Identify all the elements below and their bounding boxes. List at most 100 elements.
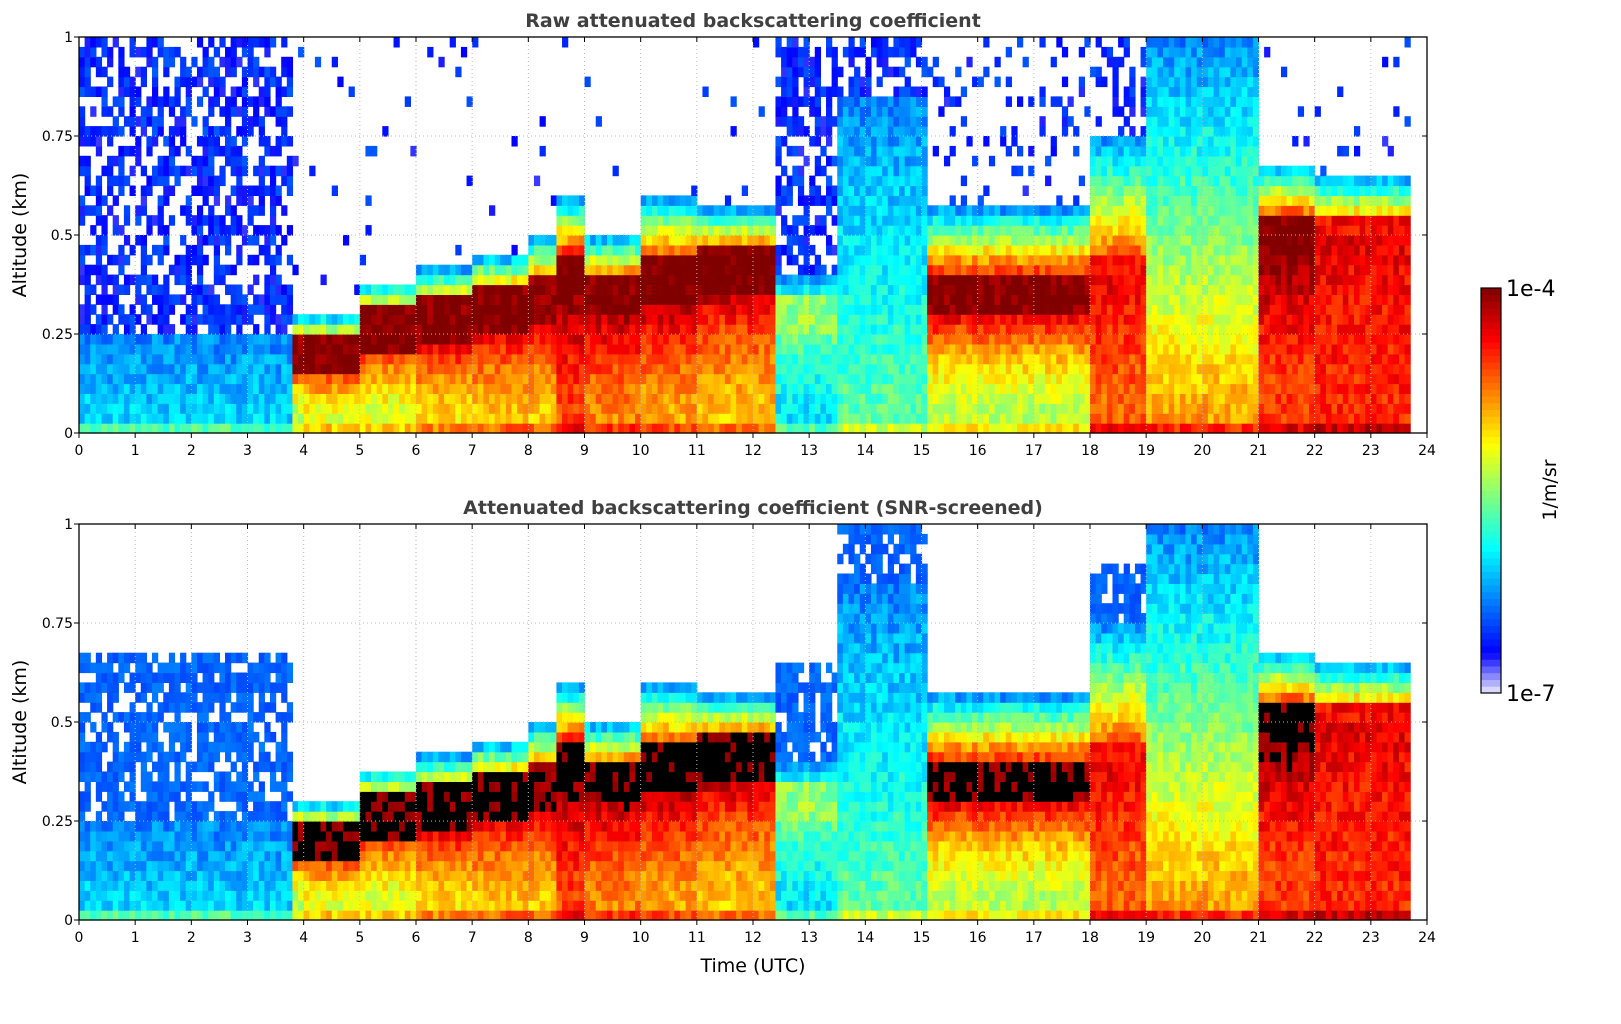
heatmap-cell (668, 383, 675, 394)
heatmap-cell (758, 353, 765, 365)
heatmap-cell (196, 393, 204, 404)
heatmap-cell (517, 264, 524, 276)
heatmap-cell (1134, 304, 1142, 315)
heatmap-cell (1134, 423, 1142, 434)
heatmap-cell (371, 423, 378, 434)
heatmap-cell (809, 413, 816, 424)
heatmap-cell (494, 403, 501, 414)
heatmap-cell (708, 373, 715, 385)
heatmap-cell (1050, 393, 1057, 404)
heatmap-cell (1157, 116, 1164, 127)
heatmap-cell (511, 383, 518, 394)
heatmap-cell (904, 86, 911, 97)
heatmap-cell (977, 254, 984, 266)
heatmap-cell (859, 116, 866, 127)
heatmap-cell (949, 294, 956, 305)
heatmap-cell (208, 136, 215, 147)
heatmap-cell (146, 106, 153, 117)
heatmap-cell (1168, 86, 1175, 97)
heatmap-cell (792, 423, 799, 434)
heatmap-cell (1067, 324, 1074, 335)
heatmap-cell (601, 274, 608, 286)
heatmap-cell (910, 205, 917, 216)
heatmap-cell (657, 215, 664, 226)
heatmap-cell (713, 353, 720, 365)
heatmap-cell (859, 324, 866, 335)
heatmap-cell (539, 343, 546, 355)
heatmap-cell (1168, 76, 1175, 88)
heatmap-cell (826, 413, 833, 424)
heatmap-cell (1101, 205, 1108, 216)
heatmap-cell (887, 363, 895, 375)
heatmap-cell (1050, 145, 1057, 157)
heatmap-cell (427, 46, 434, 58)
heatmap-cell (826, 205, 833, 216)
heatmap-cell (460, 413, 468, 424)
heatmap-cell (826, 185, 833, 196)
heatmap-cell (640, 423, 647, 434)
heatmap-cell (174, 86, 181, 97)
heatmap-cell (1061, 106, 1069, 117)
heatmap-cell (1039, 86, 1046, 97)
heatmap-cell (797, 185, 805, 196)
heatmap-cell (612, 244, 619, 256)
heatmap-cell (1174, 383, 1181, 394)
heatmap-cell (500, 413, 507, 424)
heatmap-cell (1174, 254, 1181, 266)
heatmap-cell (691, 393, 698, 404)
heatmap-cell (112, 363, 119, 375)
heatmap-cell (775, 393, 782, 404)
heatmap-cell (1039, 215, 1046, 226)
heatmap-cell (1168, 403, 1175, 414)
heatmap-cell (191, 294, 198, 305)
heatmap-cell (146, 46, 153, 58)
heatmap-cell (904, 403, 911, 414)
heatmap-cell (320, 324, 327, 335)
heatmap-cell (848, 56, 855, 68)
heatmap-cell (803, 126, 810, 137)
heatmap-cell (185, 353, 192, 365)
heatmap-cell (685, 294, 692, 305)
heatmap-cell (331, 363, 338, 375)
heatmap-cell (348, 373, 355, 385)
heatmap-cell (562, 294, 569, 305)
heatmap-cell (657, 304, 664, 315)
heatmap-cell (983, 314, 990, 325)
heatmap-cell (236, 413, 243, 424)
heatmap-cell (972, 76, 979, 88)
heatmap-cell (275, 393, 282, 404)
heatmap-cell (1174, 155, 1181, 167)
heatmap-cell (152, 284, 159, 295)
heatmap-cell (157, 37, 164, 48)
heatmap-cell (101, 343, 108, 355)
heatmap-cell (814, 264, 821, 276)
heatmap-cell (1174, 76, 1181, 88)
heatmap-cell (500, 294, 507, 305)
heatmap-cell (112, 383, 119, 394)
heatmap-cell (1146, 324, 1153, 335)
heatmap-cell (831, 185, 838, 196)
heatmap-cell (899, 423, 906, 434)
heatmap-cell (814, 353, 821, 365)
heatmap-cell (702, 363, 709, 375)
heatmap-cell (977, 393, 984, 404)
heatmap-cell (629, 254, 636, 266)
heatmap-cell (584, 244, 591, 256)
heatmap-cell (803, 373, 810, 385)
heatmap-cell (1112, 96, 1119, 107)
heatmap-cell (1163, 393, 1170, 404)
heatmap-cell (359, 423, 367, 434)
heatmap-cell (449, 343, 456, 355)
heatmap-cell (269, 383, 277, 394)
heatmap-cell (708, 353, 715, 365)
heatmap-cell (180, 353, 187, 365)
heatmap-cell (528, 334, 535, 345)
heatmap-cell (466, 274, 473, 286)
heatmap-cell (713, 304, 720, 315)
heatmap-cell (646, 215, 653, 226)
heatmap-cell (500, 363, 507, 375)
heatmap-cell (146, 304, 153, 315)
heatmap-cell (994, 76, 1001, 88)
heatmap-cell (584, 353, 591, 365)
heatmap-cell (1146, 393, 1153, 404)
